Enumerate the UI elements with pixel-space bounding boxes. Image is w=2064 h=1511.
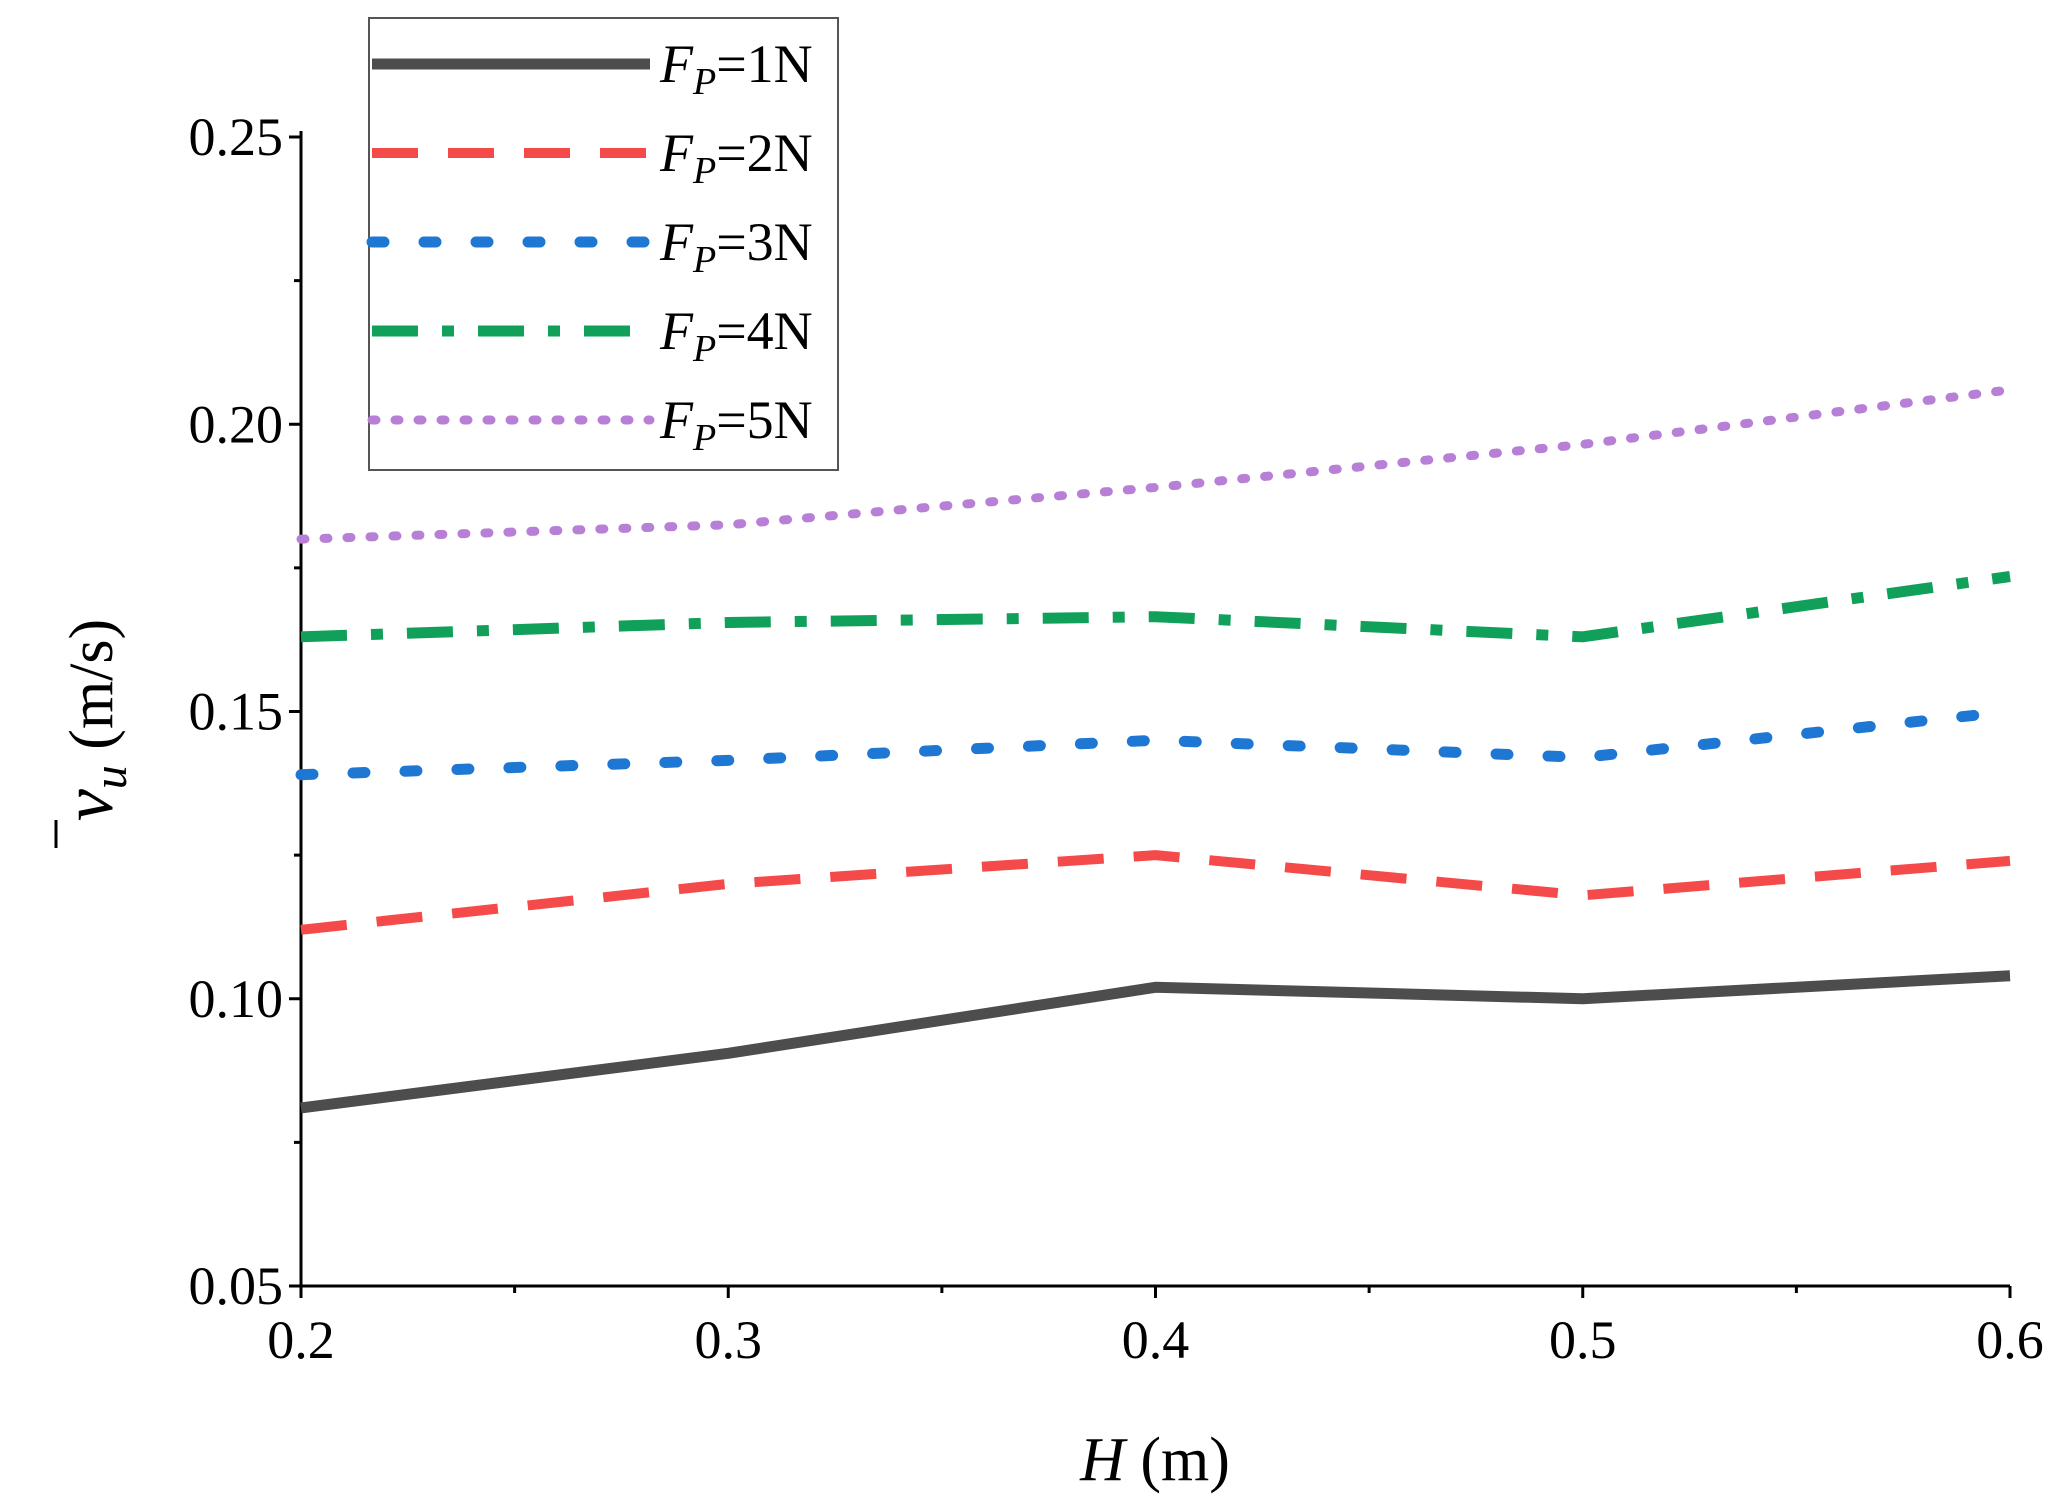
legend-label-5: FP=5N [659,390,813,459]
series-line-2 [300,850,2011,935]
y-axis-label: vu (m/s) [48,619,137,848]
series-line-3 [295,706,2016,781]
legend-label-3: FP=3N [659,212,813,281]
legend-label-4: FP=4N [659,301,813,370]
plot-lines [295,385,2016,1114]
x-tick-label: 0.6 [1976,1310,2044,1370]
series-line-1 [300,970,2011,1114]
svg-text:vu (m/s): vu (m/s) [48,619,137,821]
y-tick-label: 0.20 [189,394,284,454]
y-tick-label: 0.15 [189,682,284,742]
legend-label-2: FP=2N [659,123,813,192]
x-tick-label: 0.3 [695,1310,763,1370]
x-tick-label: 0.2 [267,1310,335,1370]
x-tick-label: 0.5 [1549,1310,1617,1370]
legend-box [368,17,839,471]
x-tick-label: 0.4 [1122,1310,1190,1370]
series-line-4 [300,571,2011,643]
y-tick-label: 0.10 [189,969,284,1029]
x-axis-label: H (m) [1079,1426,1230,1494]
series-line-5 [296,385,2015,544]
y-tick-label: 0.05 [189,1256,284,1316]
axes: 0.05 0.10 0.15 0.20 0.25 0.2 0.3 0.4 0.5 0.6 [189,107,2044,1370]
y-tick-label: 0.25 [189,107,284,167]
legend: FP=1N FP=2N FP=3N FP=4N FP=5N [366,17,839,471]
legend-label-1: FP=1N [659,34,813,103]
